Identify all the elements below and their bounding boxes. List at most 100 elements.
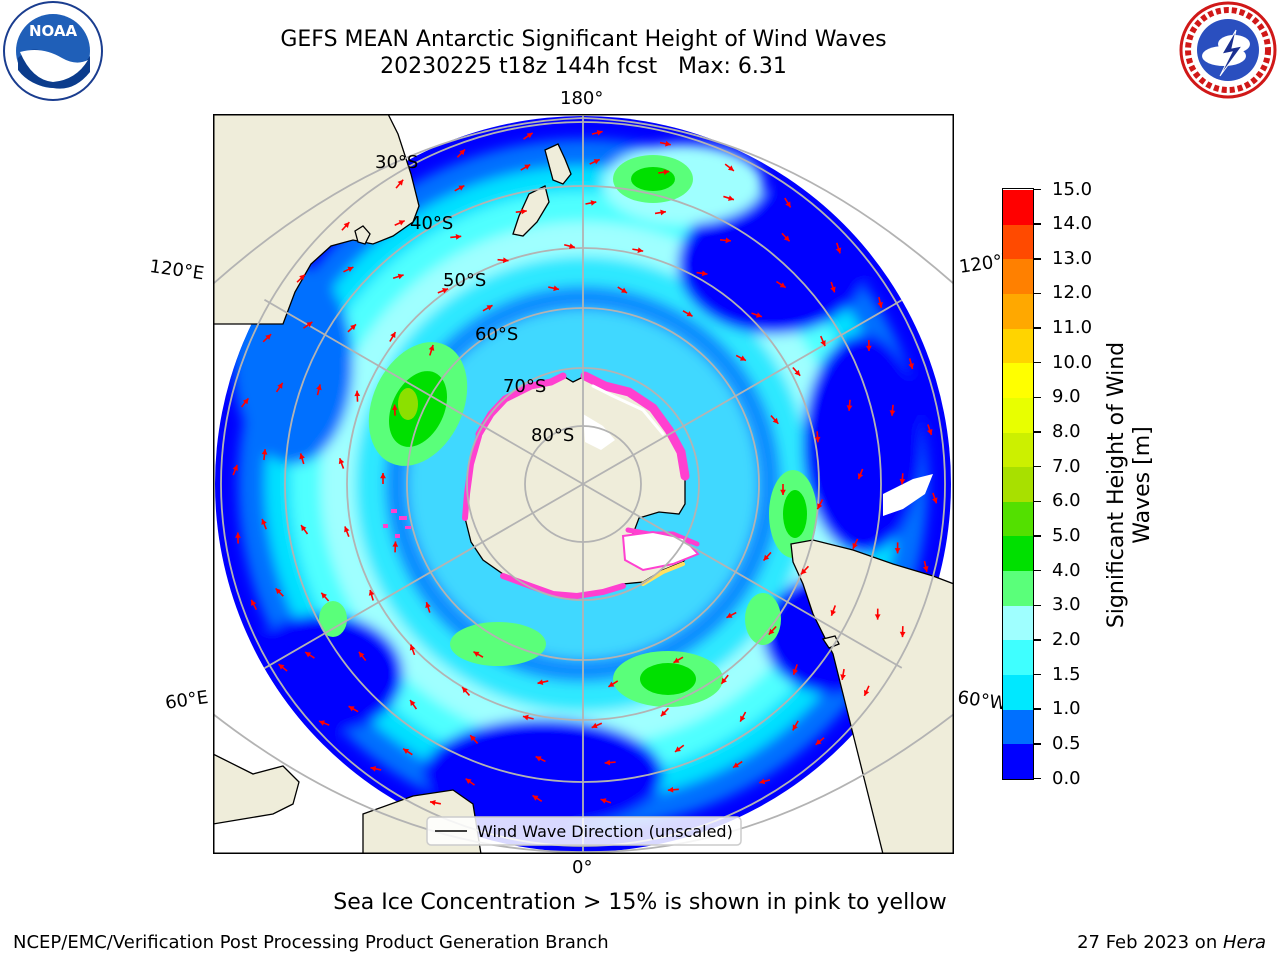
wind-arrow: [608, 680, 619, 688]
colorbar-segment: [1003, 189, 1033, 225]
wind-arrow: [461, 686, 471, 696]
wind-arrow: [450, 233, 462, 240]
wind-arrow: [232, 464, 239, 476]
colorbar-tick: [1034, 292, 1041, 295]
wind-arrow: [908, 358, 914, 370]
colorbar-segment: [1003, 432, 1033, 468]
wind-arrow: [863, 685, 870, 697]
wind-arrow: [830, 605, 837, 617]
colorbar-tick: [1034, 500, 1041, 503]
lon-label-60w: 60°W: [956, 687, 1009, 715]
wind-arrow: [762, 551, 772, 562]
wind-arrow: [894, 542, 901, 554]
colorbar-segment: [1003, 466, 1033, 502]
map-canvas: 30°S 40°S 50°S 60°S 70°S 80°S Wind Wave …: [213, 114, 954, 854]
wind-arrow: [673, 656, 684, 664]
wind-arrow: [348, 705, 359, 713]
colorbar-tick-label: 3.0: [1052, 594, 1081, 616]
colorbar-tick: [1034, 396, 1041, 399]
chart-title: GEFS MEAN Antarctic Significant Height o…: [280, 27, 887, 52]
colorbar-tick: [1034, 223, 1041, 225]
wind-arrow: [522, 714, 534, 721]
wind-arrow: [814, 431, 821, 443]
wind-arrow: [482, 304, 493, 312]
wind-arrow: [719, 237, 732, 244]
colorbar-tick-label: 11.0: [1052, 317, 1093, 339]
colorbar-tick: [1034, 327, 1041, 329]
wind-arrow: [344, 526, 350, 537]
wind-arrow: [877, 296, 883, 308]
wind-arrow: [409, 644, 416, 656]
wind-arrow: [874, 608, 881, 620]
colorbar-segment: [1003, 397, 1033, 433]
wind-arrow: [389, 331, 397, 342]
colorbar-tick-label: 13.0: [1052, 247, 1093, 269]
wind-arrows: [232, 129, 938, 806]
wind-arrow: [724, 163, 735, 172]
colorbar-segment: [1003, 293, 1033, 329]
colorbar-segment: [1003, 535, 1033, 572]
colorbar-segment: [1003, 224, 1033, 260]
colorbar-tick-label: 12.0: [1052, 282, 1093, 304]
wind-arrow: [409, 699, 418, 710]
chart-subtitle: 20230225 t18z 144h fcst Max: 6.31: [380, 54, 787, 79]
wind-arrow: [456, 148, 466, 158]
lon-label-120e: 120°E: [148, 256, 206, 285]
wind-arrow: [537, 679, 549, 685]
wind-arrow: [835, 242, 842, 254]
colorbar-tick-label: 1.5: [1052, 663, 1081, 685]
wind-arrow: [846, 399, 853, 411]
wind-arrow: [726, 611, 737, 619]
colorbar-tick: [1034, 361, 1041, 364]
wind-arrow: [240, 397, 250, 408]
wind-arrow: [320, 592, 330, 602]
wind-arrow: [792, 664, 799, 676]
colorbar-tick-label: 0.5: [1052, 732, 1081, 754]
colorbar-tick: [1034, 465, 1041, 468]
wind-arrow: [391, 404, 398, 416]
colorbar-segment: [1003, 674, 1033, 710]
wind-arrow: [316, 384, 322, 396]
wind-arrow: [682, 310, 693, 317]
wind-arrow: [564, 243, 576, 249]
wind-arrow: [520, 163, 531, 171]
colorbar-tick: [1034, 673, 1041, 676]
wind-arrow: [347, 323, 357, 333]
wind-arrow: [473, 651, 484, 658]
polar-map: 30°S 40°S 50°S 60°S 70°S 80°S Wind Wave …: [213, 114, 954, 854]
colorbar-tick: [1034, 188, 1041, 191]
colorbar-tick-label: 1.0: [1052, 698, 1081, 720]
colorbar-segment: [1003, 501, 1033, 537]
wind-arrow: [338, 457, 345, 469]
wind-arrow: [343, 266, 354, 273]
wind-arrow: [720, 674, 729, 685]
wind-arrow: [535, 755, 546, 763]
colorbar-tick-label: 7.0: [1052, 455, 1081, 477]
wind-arrow: [816, 499, 824, 510]
wind-arrow: [815, 737, 825, 746]
wind-arrow: [250, 599, 258, 610]
wind-arrow: [429, 799, 441, 806]
wind-arrow: [395, 179, 404, 189]
lat-label-40s: 40°S: [410, 213, 453, 234]
wind-arrow: [667, 786, 679, 793]
lon-label-0: 0°: [572, 857, 593, 878]
wind-arrow: [759, 778, 771, 785]
lon-label-60e: 60°E: [163, 686, 210, 714]
wind-arrow: [600, 798, 612, 804]
wind-arrow: [768, 625, 777, 636]
wind-arrow: [617, 286, 628, 294]
wind-arrow: [465, 777, 475, 786]
wind-arrow: [800, 565, 810, 575]
wind-arrow: [262, 333, 272, 343]
wind-arrow: [261, 518, 267, 530]
lat-label-70s: 70°S: [503, 376, 546, 397]
wind-arrow: [589, 158, 601, 165]
wind-arrow: [394, 219, 406, 226]
wind-arrow: [784, 197, 792, 208]
wind-arrow: [380, 473, 386, 484]
wind-arrow: [296, 273, 306, 283]
colorbar-tick-label: 8.0: [1052, 421, 1081, 443]
colorbar-tick-label: 2.0: [1052, 628, 1081, 650]
wind-arrow: [866, 340, 872, 352]
